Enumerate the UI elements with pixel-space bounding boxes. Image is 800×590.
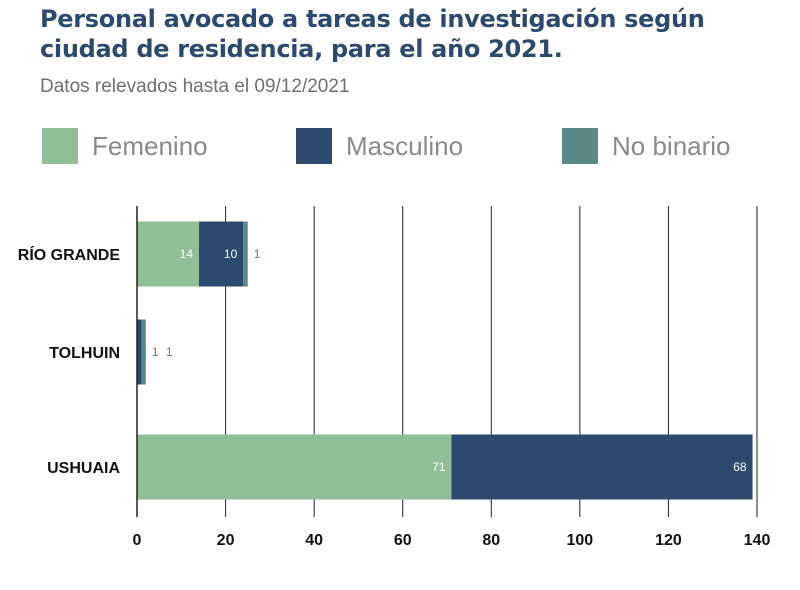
x-tick-label-100: 100: [567, 532, 594, 549]
legend-label-femenino: Femenino: [92, 130, 208, 161]
legend-item-masculino: Masculino: [296, 128, 463, 164]
bar-ushuaia-femenino: [137, 434, 452, 500]
category-label-ushuaia: USHUAIA: [47, 460, 120, 477]
x-tick-label-140: 140: [744, 532, 771, 549]
bar-tolhuin-no-binario: [141, 319, 146, 385]
chart-title: Personal avocado a tareas de investigaci…: [40, 5, 705, 63]
bar-rio-grande-no-binario: [243, 221, 248, 287]
legend-swatch-femenino: [42, 128, 78, 164]
bar-rio-grande-femenino: [137, 221, 199, 287]
legend-item-femenino: Femenino: [42, 128, 208, 164]
x-tick-label-20: 20: [217, 532, 235, 549]
bar-tolhuin-masculino: [137, 319, 142, 385]
x-tick-label-60: 60: [394, 532, 412, 549]
bar-label-tolhuin-masculino: 1: [152, 345, 159, 359]
chart-subtitle: Datos relevados hasta el 09/12/2021: [40, 76, 350, 97]
x-tick-label-40: 40: [305, 532, 323, 549]
x-tick-label-0: 0: [133, 532, 142, 549]
bar-ushuaia-masculino: [451, 434, 753, 500]
bar-label-tolhuin-no-binario: 1: [166, 345, 173, 359]
bar-label-ushuaia-masculino: 68: [733, 460, 747, 474]
category-label-rio-grande: RÍO GRANDE: [18, 245, 121, 264]
legend-item-no-binario: No binario: [562, 128, 731, 164]
bar-label-ushuaia-femenino: 71: [432, 460, 446, 474]
legend-label-masculino: Masculino: [346, 130, 464, 161]
category-label-tolhuin: TOLHUIN: [49, 345, 120, 362]
x-tick-label-120: 120: [655, 532, 682, 549]
bar-label-rio-grande-no-binario: 1: [254, 247, 261, 261]
bar-label-rio-grande-masculino: 10: [224, 247, 238, 261]
bar-rio-grande-masculino: [199, 221, 244, 287]
bar-label-rio-grande-femenino: 14: [180, 247, 194, 261]
legend-swatch-no-binario: [562, 128, 598, 164]
legend-label-no-binario: No binario: [612, 130, 731, 161]
legend-swatch-masculino: [296, 128, 332, 164]
x-tick-label-80: 80: [482, 532, 500, 549]
